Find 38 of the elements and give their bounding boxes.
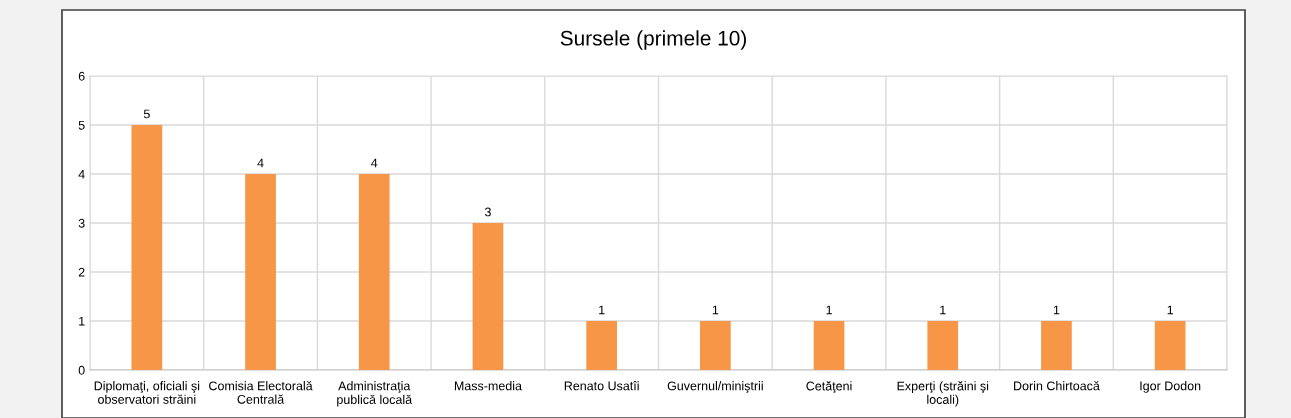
data-label: 1 — [1053, 305, 1060, 315]
y-tick-label: 3 — [78, 218, 85, 228]
data-label: 1 — [1167, 305, 1174, 315]
bar — [131, 125, 163, 370]
y-tick-label: 4 — [78, 169, 85, 179]
data-label: 3 — [484, 207, 491, 217]
y-tick-label: 0 — [78, 365, 85, 375]
y-tick-label: 6 — [78, 71, 85, 81]
bar — [1154, 321, 1186, 370]
bar — [358, 174, 390, 370]
y-tick-label: 1 — [79, 316, 85, 326]
x-tick-label: Experţi (străini şi locali) — [897, 381, 989, 407]
x-tick-label: Cetăţeni — [806, 381, 852, 393]
x-tick-label: Comisia Electorală Centrală — [209, 380, 313, 404]
data-label: 1 — [712, 305, 719, 315]
data-label: 1 — [599, 305, 605, 315]
data-label: 1 — [940, 305, 946, 315]
x-tick-label: Dorin Chirtoacă — [1014, 380, 1100, 391]
data-label: 5 — [143, 109, 150, 119]
x-tick-label: Administraţia publică locală — [337, 381, 413, 407]
bar — [1041, 321, 1072, 370]
bar — [700, 321, 731, 370]
bar — [245, 174, 276, 370]
chart-title: Sursele (primele 10) — [560, 30, 746, 50]
x-tick-label: Mass-media — [454, 381, 522, 391]
bar — [813, 321, 845, 370]
y-tick-label: 2 — [78, 267, 85, 277]
y-tick-label: 5 — [78, 120, 85, 130]
x-tick-label: Diplomaţi, oficiali şi observatori străini — [94, 381, 200, 404]
data-label: 1 — [826, 305, 832, 315]
data-label: 4 — [257, 158, 264, 168]
data-label: 4 — [371, 158, 378, 168]
bar — [927, 321, 959, 370]
x-tick-label: Igor Dodon — [1140, 381, 1201, 393]
bar — [472, 223, 504, 370]
x-tick-label: Guvernul/miniştrii — [667, 381, 763, 393]
x-tick-label: Renato Usatîi — [564, 381, 639, 391]
bar — [586, 321, 617, 370]
